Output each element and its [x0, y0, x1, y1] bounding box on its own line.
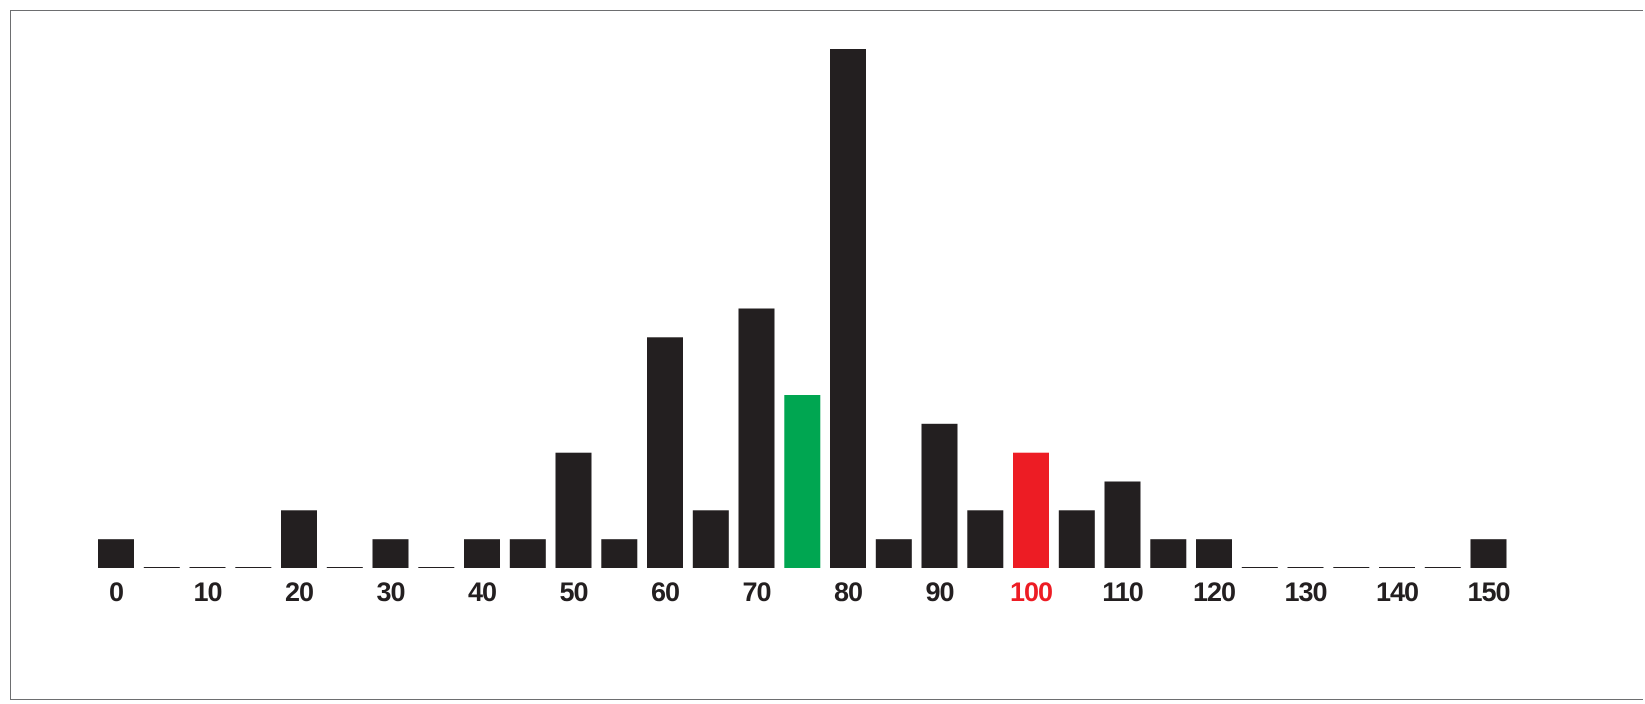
bar-70	[738, 308, 775, 568]
chart-frame: 0 10 20 30 40 50 60 70 80 90 100 110 120 130 140 150	[10, 10, 1643, 700]
bar-55	[601, 539, 638, 568]
tick-label-30: 30	[376, 577, 404, 607]
bar-45	[509, 539, 546, 568]
bar-90	[921, 423, 958, 568]
bar-40	[464, 539, 500, 568]
bar-85	[875, 539, 912, 568]
tick-label-110: 110	[1102, 577, 1143, 607]
tick-label-140: 140	[1376, 577, 1418, 607]
tick-label-150: 150	[1467, 577, 1509, 607]
bar-150	[1470, 539, 1507, 568]
histogram-chart: 0 10 20 30 40 50 60 70 80 90 100 110 120 130 140 150	[98, 49, 1511, 607]
tick-label-10: 10	[193, 577, 221, 607]
bar-20	[281, 510, 317, 568]
bar-95	[967, 510, 1004, 568]
tick-label-0: 0	[109, 577, 123, 607]
bar-30	[372, 539, 409, 568]
tick-label-70: 70	[742, 577, 770, 607]
bars-group	[98, 49, 1507, 568]
bar-0	[98, 539, 134, 568]
bar-65	[692, 510, 729, 568]
bar-50	[555, 452, 592, 568]
bar-75	[784, 395, 821, 568]
bar-100	[1013, 452, 1049, 568]
tick-label-100: 100	[1010, 577, 1052, 607]
tick-label-120: 120	[1193, 577, 1235, 607]
tick-label-60: 60	[651, 577, 679, 607]
bar-80	[830, 49, 866, 568]
tick-label-130: 130	[1284, 577, 1326, 607]
bar-105	[1058, 510, 1095, 568]
tick-label-40: 40	[468, 577, 496, 607]
tick-labels-group: 0 10 20 30 40 50 60 70 80 90 100 110 120 130 140 150	[109, 577, 1511, 607]
bar-110	[1104, 481, 1141, 568]
bar-120	[1196, 539, 1232, 568]
bar-60	[647, 337, 683, 568]
tick-label-20: 20	[285, 577, 313, 607]
tick-label-80: 80	[834, 577, 862, 607]
bar-115	[1150, 539, 1187, 568]
tick-label-50: 50	[559, 577, 587, 607]
tick-label-90: 90	[925, 577, 953, 607]
